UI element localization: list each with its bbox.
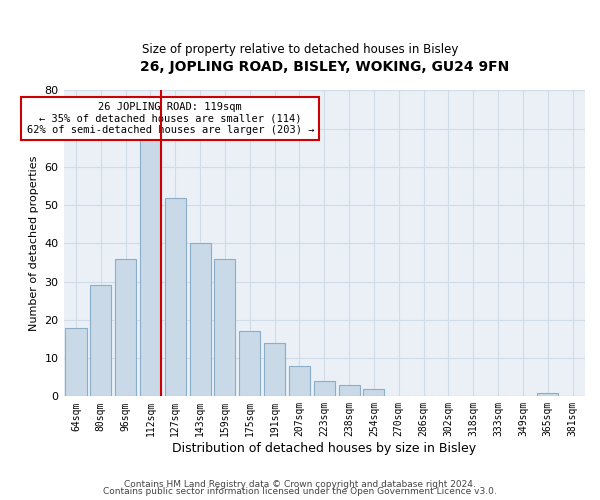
Bar bbox=[239, 332, 260, 396]
Bar bbox=[264, 343, 285, 396]
X-axis label: Distribution of detached houses by size in Bisley: Distribution of detached houses by size … bbox=[172, 442, 476, 455]
Bar bbox=[364, 388, 385, 396]
Y-axis label: Number of detached properties: Number of detached properties bbox=[29, 156, 39, 331]
Bar bbox=[165, 198, 186, 396]
Text: Contains public sector information licensed under the Open Government Licence v3: Contains public sector information licen… bbox=[103, 488, 497, 496]
Text: 26 JOPLING ROAD: 119sqm
← 35% of detached houses are smaller (114)
62% of semi-d: 26 JOPLING ROAD: 119sqm ← 35% of detache… bbox=[26, 102, 314, 135]
Bar bbox=[289, 366, 310, 396]
Bar bbox=[90, 286, 112, 397]
Bar bbox=[190, 244, 211, 396]
Bar bbox=[314, 381, 335, 396]
Bar bbox=[214, 258, 235, 396]
Bar bbox=[115, 258, 136, 396]
Title: 26, JOPLING ROAD, BISLEY, WOKING, GU24 9FN: 26, JOPLING ROAD, BISLEY, WOKING, GU24 9… bbox=[140, 60, 509, 74]
Bar bbox=[338, 385, 359, 396]
Bar bbox=[140, 140, 161, 396]
Bar bbox=[65, 328, 86, 396]
Text: Contains HM Land Registry data © Crown copyright and database right 2024.: Contains HM Land Registry data © Crown c… bbox=[124, 480, 476, 489]
Text: Size of property relative to detached houses in Bisley: Size of property relative to detached ho… bbox=[142, 42, 458, 56]
Bar bbox=[537, 392, 559, 396]
